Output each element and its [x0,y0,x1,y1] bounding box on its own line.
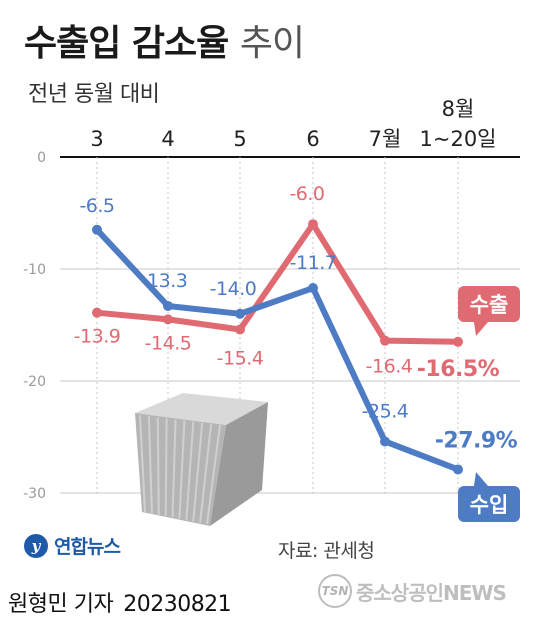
data-point [453,464,463,475]
x-tick-label: 6 [306,127,319,151]
container-rib [156,417,160,515]
data-point [380,436,390,447]
x-tick-label: 5 [233,127,246,151]
title-light: 추이 [239,23,305,64]
x-tick-label: 7월 [369,127,402,151]
data-point [308,219,318,230]
data-label: -11.7 [290,252,337,274]
container-rib [206,424,221,525]
data-point [308,283,318,294]
y-tick-label: -20 [23,374,46,390]
agency-logo-icon: y [24,533,48,558]
title-bold: 수출입 감소율 [24,23,229,64]
watermark-text: 중소상공인NEWS [356,580,507,605]
legend-tag-pointer [474,472,488,486]
container-rib [171,419,177,518]
x-tick-label: 4 [161,127,174,151]
data-label: -27.9% [435,428,518,453]
data-label: -15.4 [217,347,264,369]
container-rib [139,414,146,513]
chart-subtitle: 전년 동월 대비 [28,82,160,107]
container-side [210,402,268,526]
watermark: TSN 중소상공인NEWS [318,574,507,608]
chart-title: 수출입 감소율 추이 [24,14,305,66]
container-top [135,393,268,425]
x-tick-label: 1~20일 [420,127,497,151]
container-rib [147,416,153,514]
data-point [380,335,390,346]
publish-date: 20230821 [123,592,232,617]
container-rib [192,422,204,522]
container-rib [164,418,168,517]
watermark-logo-icon: TSN [318,574,352,608]
data-label: -25.4 [362,400,409,422]
series-line-수출 [94,221,461,345]
data-point [92,224,102,235]
y-tick-label: 0 [37,150,46,166]
data-point [163,314,173,325]
data-label: -13.3 [141,270,188,292]
legend-label: 수출 [470,293,509,317]
legend-tag-수입 [458,486,520,522]
data-point [235,324,245,335]
container-rib [178,420,186,519]
y-tick-label: -30 [23,486,46,502]
data-label: -13.9 [74,326,121,348]
legend-label: 수입 [470,493,509,517]
y-tick-label: -10 [23,262,46,278]
data-point [163,300,173,311]
agency-logo: y 연합뉴스 [24,532,121,559]
byline: 원형민 기자 20230821 [8,586,232,618]
source-note: 자료: 관세청 [278,540,375,562]
data-label: -16.4 [366,356,413,378]
data-label: -6.5 [79,195,114,217]
x-tick-label: 8월 [442,97,475,121]
data-label: -14.0 [210,278,257,300]
data-label: -16.5% [417,357,500,382]
series-line-수입 [94,226,461,473]
legend-tag-수출 [458,286,520,322]
data-label: -14.5 [145,332,192,354]
data-label: -6.0 [289,183,324,205]
data-point [453,336,463,347]
reporter-name: 원형민 기자 [8,592,114,617]
agency-name: 연합뉴스 [54,536,121,558]
container-rib [199,423,213,523]
x-tick-label: 3 [90,127,103,151]
data-point [92,307,102,318]
container-rib [185,421,195,521]
legend-tag-pointer [474,322,488,336]
data-point [235,308,245,319]
